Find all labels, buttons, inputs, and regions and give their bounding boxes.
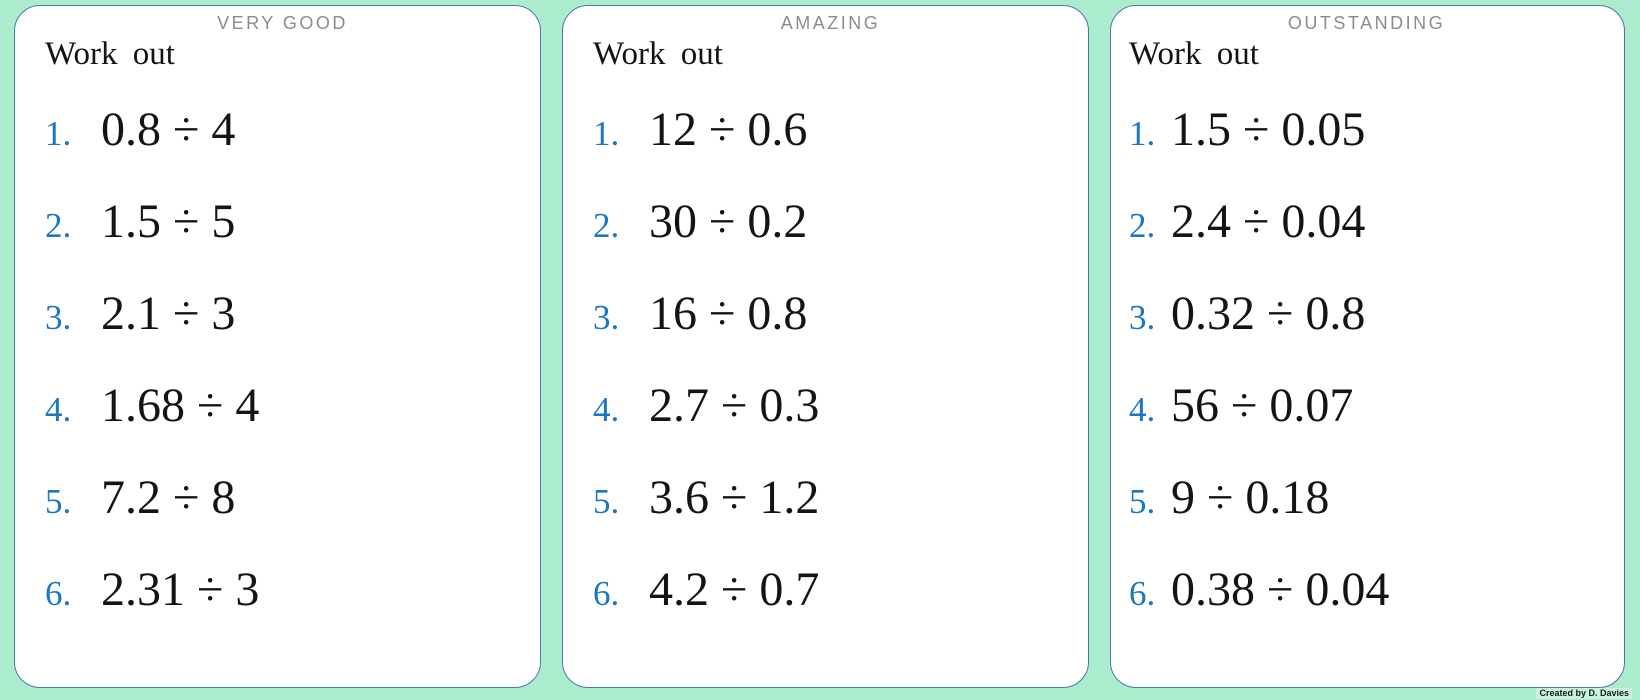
problem-number: 4. [45, 390, 72, 430]
problem-number: 5. [1129, 482, 1156, 522]
problem-number: 1. [593, 114, 620, 154]
work-out-prompt: Work out [45, 35, 175, 72]
problem-expression: 56 ÷ 0.07 [1171, 379, 1354, 433]
problem-number: 6. [593, 574, 620, 614]
problem-number: 5. [593, 482, 620, 522]
credit-text: Created by D. Davies [1536, 688, 1632, 699]
problem-row: 6. 4.2 ÷ 0.7 [593, 544, 1068, 636]
problem-row: 5. 7.2 ÷ 8 [45, 452, 520, 544]
problem-list: 1. 0.8 ÷ 4 2. 1.5 ÷ 5 3. 2.1 ÷ 3 4. 1.68… [45, 84, 520, 636]
problem-number: 6. [1129, 574, 1156, 614]
problem-row: 5. 3.6 ÷ 1.2 [593, 452, 1068, 544]
problem-row: 2. 2.4 ÷ 0.04 [1129, 176, 1604, 268]
problem-number: 4. [1129, 390, 1156, 430]
problem-number: 6. [45, 574, 72, 614]
work-out-prompt: Work out [1129, 35, 1259, 72]
problem-number: 1. [45, 114, 72, 154]
problem-number: 3. [1129, 298, 1156, 338]
problem-expression: 1.68 ÷ 4 [101, 379, 260, 433]
card-title: VERY GOOD [217, 13, 348, 33]
problem-expression: 12 ÷ 0.6 [649, 103, 808, 157]
problem-expression: 0.8 ÷ 4 [101, 103, 236, 157]
problem-row: 3. 16 ÷ 0.8 [593, 268, 1068, 360]
worksheet-card: VERY GOOD Work out 1. 0.8 ÷ 4 2. 1.5 ÷ 5… [14, 5, 541, 688]
problem-expression: 30 ÷ 0.2 [649, 195, 808, 249]
worksheet-card: AMAZING Work out 1. 12 ÷ 0.6 2. 30 ÷ 0.2… [562, 5, 1089, 688]
problem-expression: 4.2 ÷ 0.7 [649, 563, 820, 617]
problem-expression: 16 ÷ 0.8 [649, 287, 808, 341]
problem-number: 3. [593, 298, 620, 338]
problem-number: 1. [1129, 114, 1156, 154]
problem-row: 2. 1.5 ÷ 5 [45, 176, 520, 268]
problem-row: 4. 56 ÷ 0.07 [1129, 360, 1604, 452]
problem-row: 3. 0.32 ÷ 0.8 [1129, 268, 1604, 360]
problem-expression: 0.38 ÷ 0.04 [1171, 563, 1390, 617]
problem-row: 2. 30 ÷ 0.2 [593, 176, 1068, 268]
problem-number: 3. [45, 298, 72, 338]
problem-row: 5. 9 ÷ 0.18 [1129, 452, 1604, 544]
problem-row: 4. 1.68 ÷ 4 [45, 360, 520, 452]
problem-list: 1. 1.5 ÷ 0.05 2. 2.4 ÷ 0.04 3. 0.32 ÷ 0.… [1129, 84, 1604, 636]
problem-list: 1. 12 ÷ 0.6 2. 30 ÷ 0.2 3. 16 ÷ 0.8 4. 2… [593, 84, 1068, 636]
problem-row: 1. 1.5 ÷ 0.05 [1129, 84, 1604, 176]
problem-expression: 1.5 ÷ 0.05 [1171, 103, 1366, 157]
problem-expression: 0.32 ÷ 0.8 [1171, 287, 1366, 341]
problem-number: 5. [45, 482, 72, 522]
problem-number: 2. [593, 206, 620, 246]
problem-expression: 9 ÷ 0.18 [1171, 471, 1330, 525]
problem-row: 1. 0.8 ÷ 4 [45, 84, 520, 176]
problem-row: 3. 2.1 ÷ 3 [45, 268, 520, 360]
work-out-prompt: Work out [593, 35, 723, 72]
card-title: AMAZING [780, 13, 881, 33]
problem-row: 6. 2.31 ÷ 3 [45, 544, 520, 636]
problem-expression: 7.2 ÷ 8 [101, 471, 236, 525]
problem-expression: 1.5 ÷ 5 [101, 195, 236, 249]
problem-number: 2. [45, 206, 72, 246]
problem-row: 6. 0.38 ÷ 0.04 [1129, 544, 1604, 636]
worksheet-card: OUTSTANDING Work out 1. 1.5 ÷ 0.05 2. 2.… [1110, 5, 1625, 688]
problem-row: 1. 12 ÷ 0.6 [593, 84, 1068, 176]
problem-expression: 2.4 ÷ 0.04 [1171, 195, 1366, 249]
problem-number: 4. [593, 390, 620, 430]
problem-expression: 2.31 ÷ 3 [101, 563, 260, 617]
problem-expression: 2.7 ÷ 0.3 [649, 379, 820, 433]
problem-row: 4. 2.7 ÷ 0.3 [593, 360, 1068, 452]
problem-expression: 2.1 ÷ 3 [101, 287, 236, 341]
card-title: OUTSTANDING [1287, 13, 1446, 33]
problem-number: 2. [1129, 206, 1156, 246]
problem-expression: 3.6 ÷ 1.2 [649, 471, 820, 525]
